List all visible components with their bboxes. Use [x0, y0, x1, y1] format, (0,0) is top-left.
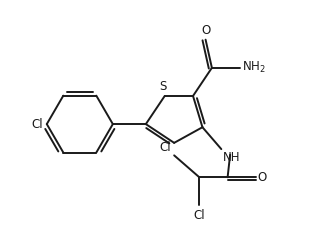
Text: Cl: Cl: [31, 118, 43, 131]
Text: NH$_2$: NH$_2$: [242, 60, 266, 75]
Text: S: S: [159, 80, 167, 94]
Text: Cl: Cl: [159, 141, 171, 154]
Text: O: O: [258, 171, 267, 184]
Text: Cl: Cl: [194, 208, 205, 221]
Text: O: O: [201, 24, 210, 37]
Text: NH: NH: [223, 151, 240, 164]
